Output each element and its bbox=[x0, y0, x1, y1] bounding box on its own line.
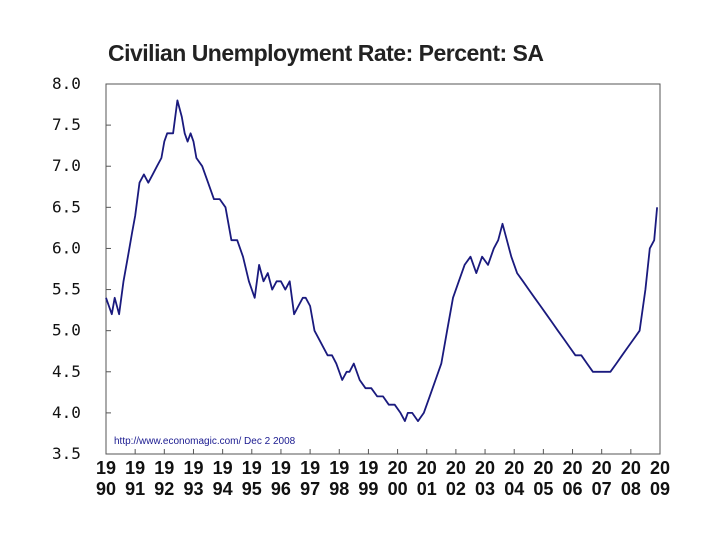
chart-title: Civilian Unemployment Rate: Percent: SA bbox=[108, 40, 544, 66]
y-tick-label: 6.5 bbox=[52, 197, 81, 216]
y-tick-label: 4.5 bbox=[52, 362, 81, 381]
y-tick-label: 6.0 bbox=[52, 238, 81, 257]
x-tick-label-bottom: 92 bbox=[154, 479, 174, 499]
x-tick-label-bottom: 99 bbox=[358, 479, 378, 499]
x-tick-label-top: 19 bbox=[125, 458, 145, 478]
x-tick-label-bottom: 91 bbox=[125, 479, 145, 499]
x-tick-label-top: 20 bbox=[533, 458, 553, 478]
x-tick-label-bottom: 06 bbox=[563, 479, 583, 499]
y-tick-label: 4.0 bbox=[52, 403, 81, 422]
x-tick-label-bottom: 90 bbox=[96, 479, 116, 499]
y-tick-label: 5.0 bbox=[52, 321, 81, 340]
x-tick-label-bottom: 93 bbox=[183, 479, 203, 499]
x-tick-label-top: 19 bbox=[183, 458, 203, 478]
x-tick-label-top: 19 bbox=[154, 458, 174, 478]
x-tick-label-top: 20 bbox=[504, 458, 524, 478]
x-tick-label-top: 20 bbox=[621, 458, 641, 478]
x-tick-label-bottom: 09 bbox=[650, 479, 670, 499]
x-tick-label-bottom: 05 bbox=[533, 479, 553, 499]
plot-frame bbox=[105, 83, 661, 455]
x-tick-label-bottom: 94 bbox=[213, 479, 233, 499]
x-tick-label-top: 19 bbox=[213, 458, 233, 478]
x-tick-label-bottom: 96 bbox=[271, 479, 291, 499]
y-tick-label: 7.5 bbox=[52, 115, 81, 134]
y-tick-label: 5.5 bbox=[52, 280, 81, 299]
x-tick-label-top: 19 bbox=[358, 458, 378, 478]
x-tick-label-bottom: 03 bbox=[475, 479, 495, 499]
x-tick-label-top: 20 bbox=[388, 458, 408, 478]
x-tick-label-top: 20 bbox=[417, 458, 437, 478]
y-tick-label: 3.5 bbox=[52, 444, 81, 463]
x-tick-label-top: 20 bbox=[475, 458, 495, 478]
x-tick-label-bottom: 07 bbox=[592, 479, 612, 499]
x-tick-label-top: 20 bbox=[650, 458, 670, 478]
x-tick-label-top: 19 bbox=[242, 458, 262, 478]
x-tick-label-top: 20 bbox=[563, 458, 583, 478]
x-tick-label-top: 20 bbox=[446, 458, 466, 478]
x-tick-label-top: 19 bbox=[96, 458, 116, 478]
y-tick-label: 7.0 bbox=[52, 156, 81, 175]
x-tick-label-bottom: 02 bbox=[446, 479, 466, 499]
x-tick-label-bottom: 00 bbox=[388, 479, 408, 499]
y-tick-label: 8.0 bbox=[52, 74, 81, 93]
y-axis: 8.0 7.5 7.0 6.5 6.0 5.5 5.0 4.5 4.0 3.5 bbox=[52, 74, 111, 463]
x-axis: 1990199119921993199419951996199719981999… bbox=[96, 449, 670, 499]
x-tick-label-bottom: 08 bbox=[621, 479, 641, 499]
x-tick-label-bottom: 04 bbox=[504, 479, 524, 499]
series-line-unemployment bbox=[105, 99, 658, 422]
x-tick-label-top: 19 bbox=[271, 458, 291, 478]
x-tick-label-top: 19 bbox=[300, 458, 320, 478]
x-tick-label-top: 19 bbox=[329, 458, 349, 478]
x-tick-label-bottom: 98 bbox=[329, 479, 349, 499]
x-tick-label-bottom: 01 bbox=[417, 479, 437, 499]
source-annotation: http://www.economagic.com/ Dec 2 2008 bbox=[114, 436, 296, 447]
x-tick-label-top: 20 bbox=[592, 458, 612, 478]
x-tick-label-bottom: 97 bbox=[300, 479, 320, 499]
x-tick-label-bottom: 95 bbox=[242, 479, 262, 499]
